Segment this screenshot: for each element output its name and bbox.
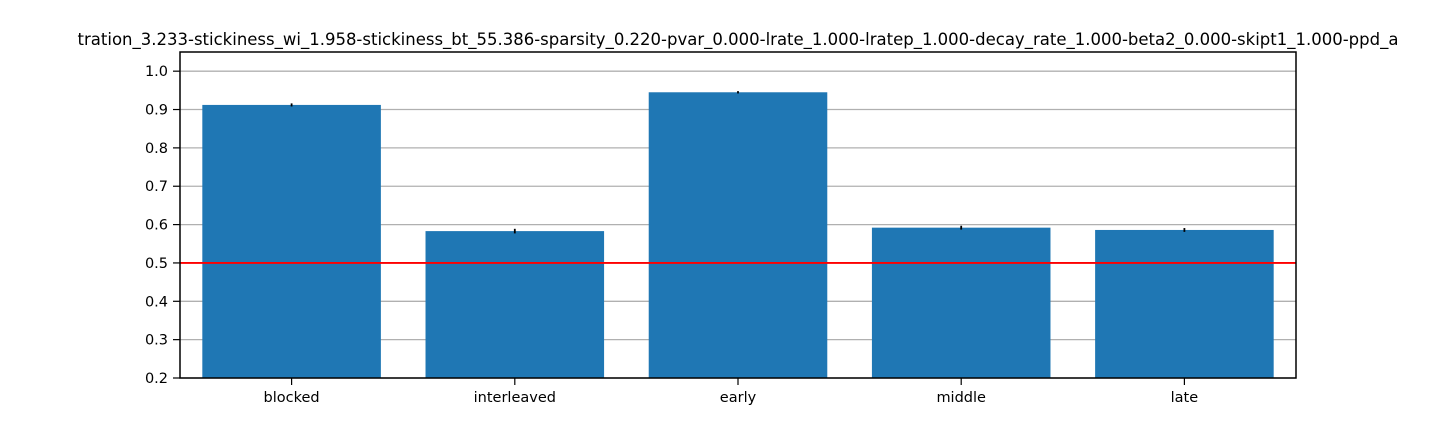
bar-blocked: [202, 104, 381, 378]
y-tick-label: 0.7: [145, 179, 168, 195]
bar-late: [1095, 229, 1274, 378]
bar-interleaved: [425, 231, 605, 378]
y-tick-label: 1.0: [145, 64, 168, 80]
x-tick-label-early: early: [720, 390, 757, 406]
y-tick-label: 0.2: [145, 371, 168, 387]
y-tick-label: 0.8: [145, 141, 168, 157]
y-axis-ticks: 0.2 0.3 0.4 0.5 0.6 0.7 0.8 0.9 1.0: [145, 64, 180, 387]
chart-title: tration_3.233-stickiness_wi_1.958-sticki…: [77, 30, 1399, 49]
x-tick-label-blocked: blocked: [264, 390, 320, 406]
x-axis-ticks: blocked interleaved early middle late: [264, 378, 1199, 406]
y-tick-label: 0.4: [145, 294, 168, 310]
y-tick-label: 0.5: [145, 256, 168, 272]
y-tick-label: 0.3: [145, 333, 168, 349]
bar-early: [648, 92, 828, 378]
error-bars: [290, 91, 1186, 234]
bars: [202, 92, 1274, 378]
x-tick-label-middle: middle: [936, 390, 986, 406]
bar-middle: [871, 227, 1051, 378]
x-tick-label-late: late: [1171, 390, 1199, 406]
y-tick-label: 0.9: [145, 103, 168, 119]
x-tick-label-interleaved: interleaved: [474, 390, 556, 406]
y-tick-label: 0.6: [145, 218, 168, 234]
